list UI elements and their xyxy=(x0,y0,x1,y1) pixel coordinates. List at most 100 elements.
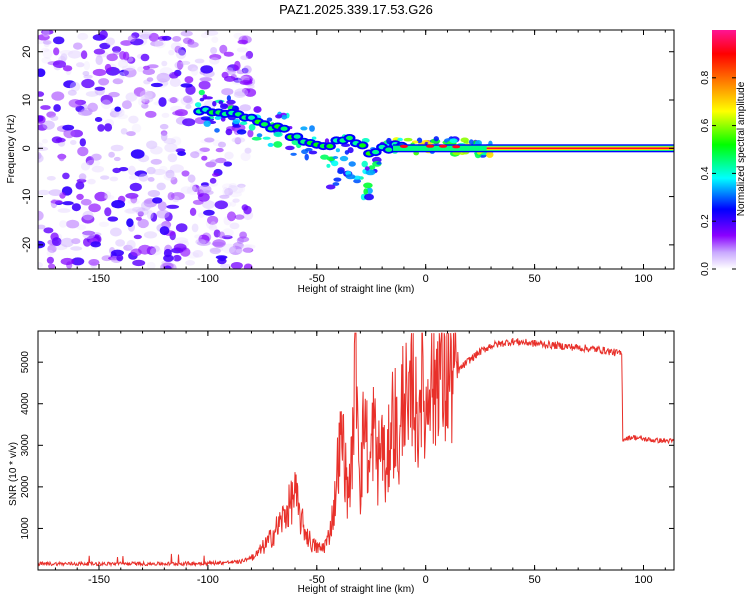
noise-blob xyxy=(164,143,178,153)
colorbar-label: Normalized spectral amplitude xyxy=(736,81,747,216)
noise-blob xyxy=(197,192,210,202)
noise-blob xyxy=(204,137,215,143)
signal-blob xyxy=(364,166,370,171)
noise-blob xyxy=(229,222,240,230)
noise-blob xyxy=(104,123,113,132)
signal-blob xyxy=(320,154,329,160)
noise-blob xyxy=(59,50,73,55)
ridge-blob-core xyxy=(261,122,268,127)
noise-blob xyxy=(107,216,119,222)
noise-blob xyxy=(57,208,71,213)
noise-blob xyxy=(42,120,55,130)
noise-blob xyxy=(48,263,56,269)
noise-blob xyxy=(88,203,101,213)
noise-blob xyxy=(38,152,42,160)
noise-blob xyxy=(234,214,245,220)
noise-blob xyxy=(187,41,199,48)
noise-blob xyxy=(53,104,61,112)
noise-blob xyxy=(236,237,244,245)
noise-blob xyxy=(166,204,180,209)
noise-blob xyxy=(117,59,129,68)
noise-blob xyxy=(97,124,105,132)
noise-blob xyxy=(150,158,162,165)
signal-blob xyxy=(331,160,339,167)
noise-blob xyxy=(70,140,77,145)
noise-blob xyxy=(128,115,139,124)
noise-blob xyxy=(233,91,246,98)
noise-blob xyxy=(170,136,182,146)
noise-blob xyxy=(87,178,96,185)
noise-blob xyxy=(100,94,114,105)
signal-blob xyxy=(326,163,331,168)
noise-blob xyxy=(51,91,65,101)
noise-blob xyxy=(126,239,136,250)
noise-blob xyxy=(219,194,230,199)
noise-blob xyxy=(191,223,199,233)
noise-blob xyxy=(53,36,65,45)
noise-blob xyxy=(218,141,226,148)
signal-blob xyxy=(335,148,340,153)
noise-blob xyxy=(108,151,115,158)
signal-blob xyxy=(397,137,403,142)
noise-blob xyxy=(82,71,90,76)
carrier-hotspot xyxy=(399,144,408,148)
noise-blob xyxy=(239,231,248,239)
noise-blob xyxy=(94,86,106,91)
noise-blob xyxy=(62,172,70,180)
carrier-band-peak xyxy=(486,147,674,150)
noise-blob xyxy=(80,198,92,206)
noise-blob xyxy=(152,168,166,176)
signal-blob xyxy=(256,133,263,138)
noise-blob xyxy=(99,42,111,50)
noise-blob xyxy=(168,72,179,79)
noise-blob xyxy=(235,248,244,254)
noise-blob xyxy=(46,249,54,257)
noise-blob xyxy=(139,33,152,40)
snr-ylabel: SNR (10 * v/v) xyxy=(8,442,19,506)
noise-blob xyxy=(104,194,115,200)
noise-blob xyxy=(95,55,103,66)
noise-blob xyxy=(146,210,154,220)
noise-blob xyxy=(138,244,152,255)
colorbar-tick-label: 0.2 xyxy=(700,214,711,228)
noise-blob xyxy=(50,199,63,204)
noise-blob xyxy=(118,71,125,81)
noise-blob xyxy=(167,153,178,163)
noise-blob xyxy=(62,201,74,206)
noise-blob xyxy=(222,228,234,238)
noise-blob xyxy=(87,102,98,113)
noise-blob xyxy=(83,60,91,71)
noise-blob xyxy=(76,62,85,68)
noise-blob xyxy=(135,207,149,216)
noise-blob xyxy=(173,243,187,252)
noise-blob xyxy=(168,49,175,56)
noise-blob xyxy=(134,170,147,177)
noise-blob xyxy=(127,199,140,205)
signal-blob xyxy=(275,114,283,119)
signal-blob xyxy=(267,142,274,147)
noise-blob xyxy=(231,137,246,143)
noise-blob xyxy=(218,256,226,262)
noise-blob xyxy=(142,68,155,75)
noise-blob xyxy=(194,58,205,64)
noise-blob xyxy=(63,80,76,89)
signal-blob xyxy=(194,102,202,108)
noise-blob xyxy=(190,151,200,159)
noise-blob xyxy=(234,88,249,97)
signal-blob xyxy=(262,136,271,140)
carrier-hotspot xyxy=(452,145,461,149)
noise-blob xyxy=(132,259,146,267)
signal-blob xyxy=(212,100,217,107)
noise-blob xyxy=(129,182,142,192)
noise-blob xyxy=(143,30,154,35)
noise-blob xyxy=(38,262,43,268)
colorbar-bar xyxy=(712,30,736,269)
noise-blob xyxy=(175,49,187,60)
noise-blob xyxy=(141,103,149,109)
snr-frame xyxy=(37,330,675,571)
signal-blob xyxy=(214,116,222,120)
x-tick-label: 50 xyxy=(528,574,540,586)
noise-blob xyxy=(201,155,208,161)
noise-blob xyxy=(38,146,49,151)
signal-blob xyxy=(486,151,494,158)
